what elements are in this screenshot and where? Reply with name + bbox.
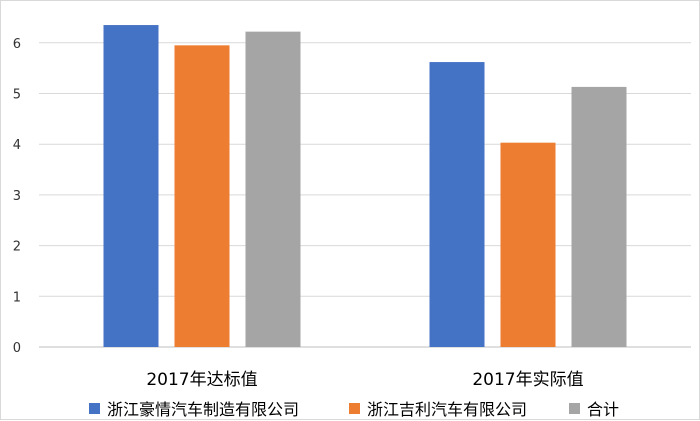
bar-2-1	[174, 45, 230, 348]
bar-1-2	[429, 62, 485, 347]
legend-swatch	[569, 403, 580, 414]
y-tick-label: 3	[13, 189, 21, 204]
bar-1-1	[103, 25, 159, 348]
y-tick-label: 4	[13, 138, 21, 153]
y-tick-label: 2	[13, 240, 21, 255]
bar-3-2	[571, 86, 627, 347]
legend-label: 浙江吉利汽车有限公司	[367, 400, 527, 419]
legend-label: 合计	[587, 400, 619, 419]
legend-label: 浙江豪情汽车制造有限公司	[107, 400, 299, 419]
legend-swatch	[89, 403, 100, 414]
bar-2-2	[500, 142, 556, 347]
bar-3-1	[245, 31, 301, 348]
x-category-label: 2017年实际值	[472, 370, 583, 390]
x-category-label: 2017年达标值	[146, 370, 257, 390]
y-tick-label: 6	[13, 37, 21, 52]
y-tick-label: 5	[13, 88, 21, 103]
y-tick-label: 1	[13, 290, 21, 305]
legend-swatch	[349, 403, 360, 414]
y-tick-label: 0	[13, 341, 21, 356]
